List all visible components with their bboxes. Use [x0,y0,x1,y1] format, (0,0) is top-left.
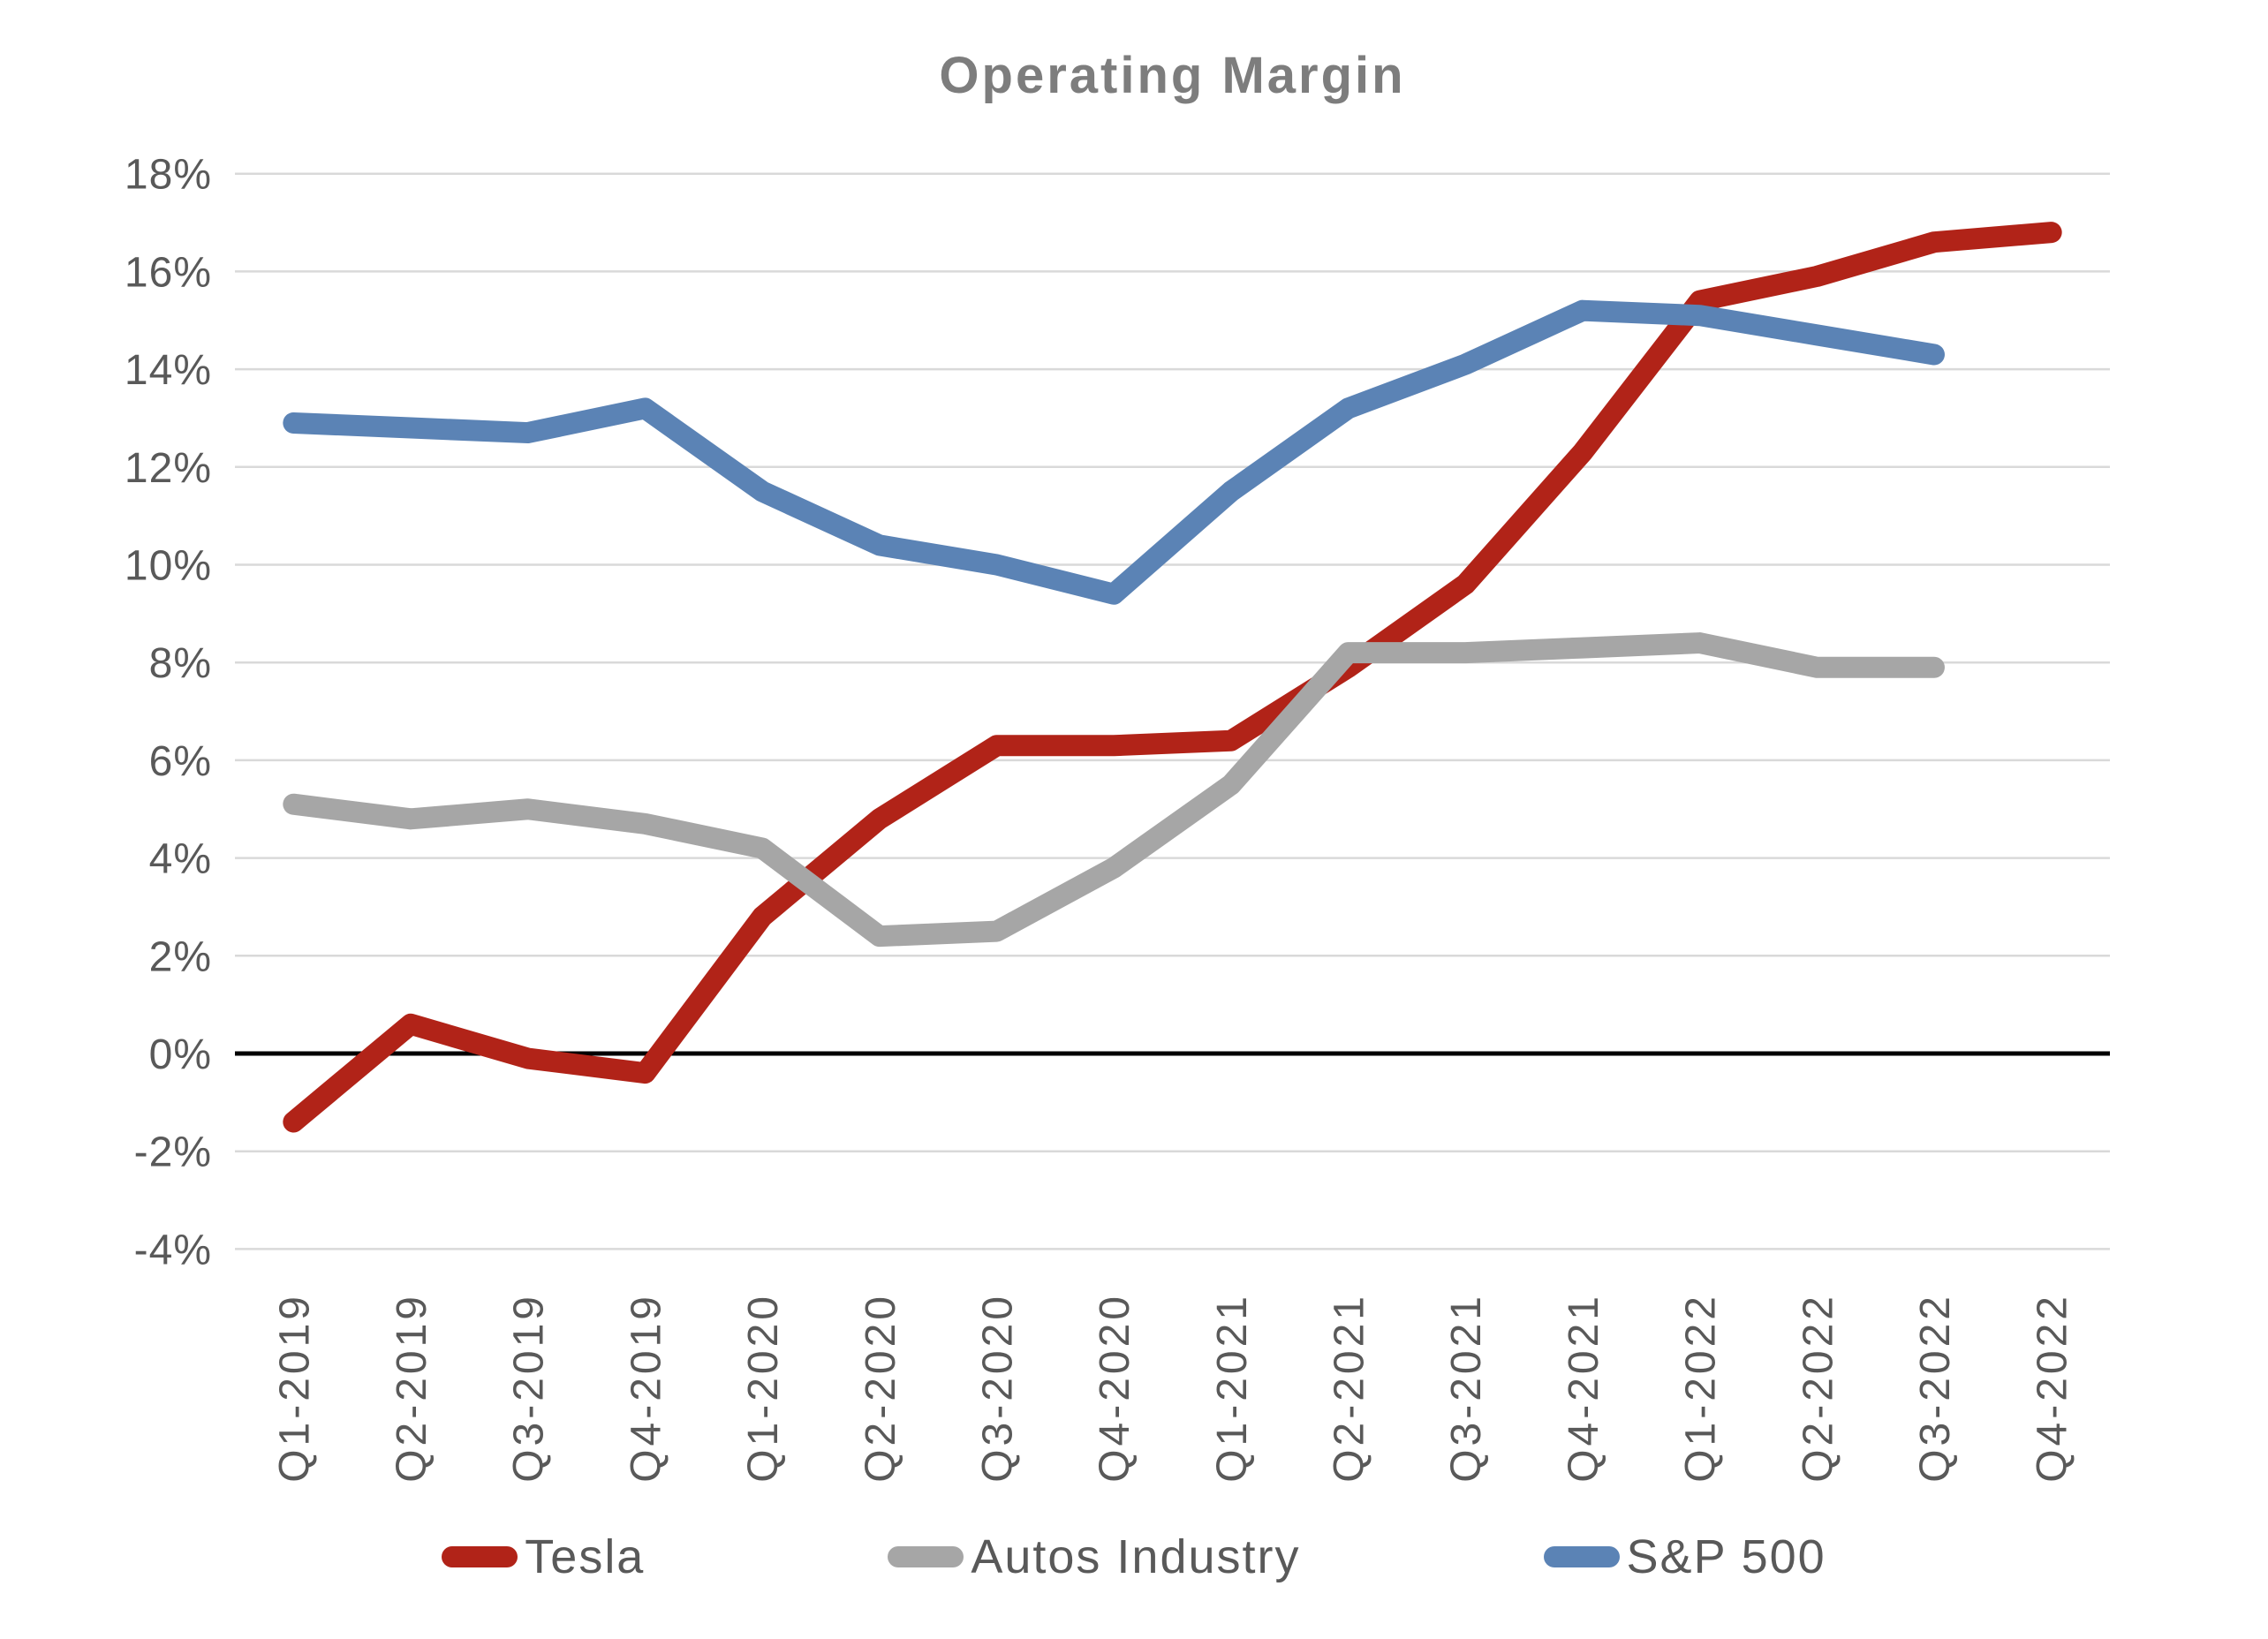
legend-label-autos-industry: Autos Industry [971,1530,1301,1583]
x-tick-label: Q2-2021 [1327,1293,1373,1483]
legend-item-sp500: S&P 500 [1543,1529,1826,1584]
y-tick-label: 8% [149,640,212,687]
x-tick-label: Q4-2020 [1092,1293,1138,1483]
y-tick-label: -2% [134,1129,212,1176]
series-line-autos-industry [283,632,1945,948]
series-line-tesla [283,222,2062,1133]
x-tick-label: Q3-2021 [1443,1293,1490,1483]
x-tick-label: Q3-2022 [1912,1293,1959,1483]
y-tick-label: 12% [125,445,212,492]
x-tick-label: Q3-2020 [974,1293,1021,1483]
legend-marker-autos-industry [888,1546,964,1567]
x-tick-label: Q4-2022 [2030,1293,2076,1483]
x-tick-label: Q3-2019 [506,1293,553,1483]
x-tick-label: Q1-2021 [1209,1293,1256,1483]
x-tick-label: Q2-2019 [389,1293,435,1483]
x-tick-label: Q4-2019 [623,1293,669,1483]
x-tick-label: Q4-2021 [1561,1293,1607,1483]
legend-marker-tesla [442,1546,518,1567]
legend-label-sp500: S&P 500 [1626,1530,1826,1583]
y-tick-label: 10% [125,543,212,590]
y-tick-label: 16% [125,249,212,296]
x-tick-label: Q1-2020 [740,1293,787,1483]
legend: Tesla Autos Industry S&P 500 [0,1529,2268,1584]
legend-label-tesla: Tesla [525,1530,646,1583]
chart-title: Operating Margin [939,47,1406,104]
y-tick-label: 4% [149,836,212,883]
legend-marker-sp500 [1543,1546,1620,1567]
x-tick-label: Q1-2019 [271,1293,318,1483]
x-tick-label: Q2-2020 [858,1293,904,1483]
legend-item-tesla: Tesla [442,1529,645,1584]
x-tick-label: Q1-2022 [1678,1293,1725,1483]
y-tick-label: 14% [125,347,212,394]
legend-item-autos-industry: Autos Industry [888,1529,1300,1584]
y-tick-label: 18% [125,152,212,199]
y-tick-label: -4% [134,1227,212,1273]
x-tick-label: Q2-2022 [1795,1293,1841,1483]
series-line-s-p-500 [283,299,1945,605]
y-tick-label: 2% [149,933,212,980]
y-tick-label: 6% [149,738,212,785]
y-tick-label: 0% [149,1031,212,1078]
